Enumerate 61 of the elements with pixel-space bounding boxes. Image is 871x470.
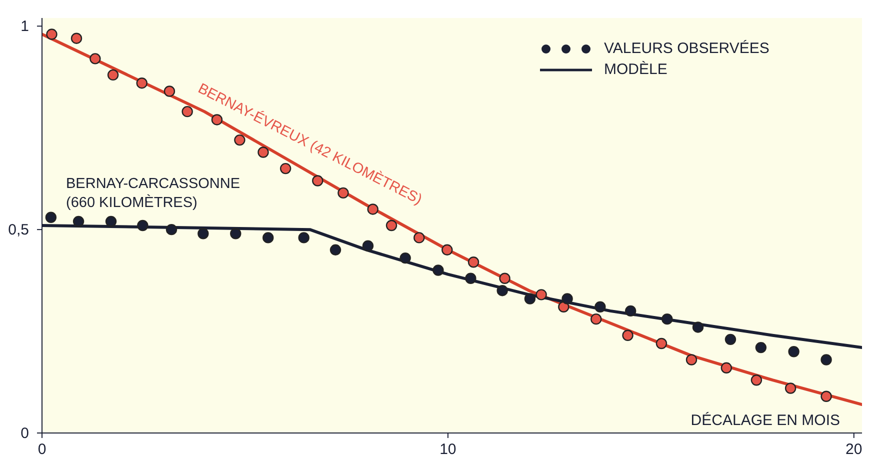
point [198,228,209,240]
y-tick-label: 1 [20,18,29,36]
point [386,220,398,232]
point [166,224,178,236]
point [558,301,570,312]
point [784,382,796,394]
annotation: BERNAY-CARCASSONNE (660 KILOMÈTRES) [66,176,240,211]
point [724,334,736,346]
legend-label: MODÈLE [604,61,668,78]
point [362,240,374,252]
point [107,69,119,81]
point [536,289,547,300]
point [755,342,767,354]
x-tick-label: 10 [440,441,456,458]
y-tick-label: 0,5 [8,222,29,239]
point [465,272,476,284]
point [72,216,84,228]
point [432,264,444,276]
point [70,32,82,44]
legend-label: VALEURS OBSERVÉES [604,40,770,57]
point [230,228,242,240]
point [594,301,606,312]
y-tick-label: 0 [20,425,29,442]
point [164,86,176,97]
point [788,346,800,358]
point [750,374,762,386]
point [137,220,148,232]
point [45,212,57,223]
point [280,162,292,174]
x-axis-title: DÉCALAGE EN MOIS [690,411,840,429]
point [182,106,193,118]
point [90,53,101,64]
point [468,256,480,268]
point [496,285,508,296]
point [656,338,668,350]
point [330,244,342,256]
point [46,28,58,40]
point [524,293,536,304]
point [820,390,832,402]
point [258,146,269,158]
point [312,175,324,186]
line-series [42,32,862,406]
point [562,293,573,304]
point [820,354,832,366]
point [692,322,704,333]
x-tick-label: 20 [846,441,862,458]
point [662,313,673,325]
x-tick-label: 0 [38,441,46,458]
point [105,216,117,228]
point [136,78,148,89]
point [720,362,732,374]
point [262,232,274,244]
point [442,244,453,256]
point [400,252,411,264]
point [298,232,310,244]
point [622,330,634,341]
point [686,354,698,366]
point [590,313,602,325]
point [499,272,510,284]
point [625,305,636,317]
point [414,232,425,244]
